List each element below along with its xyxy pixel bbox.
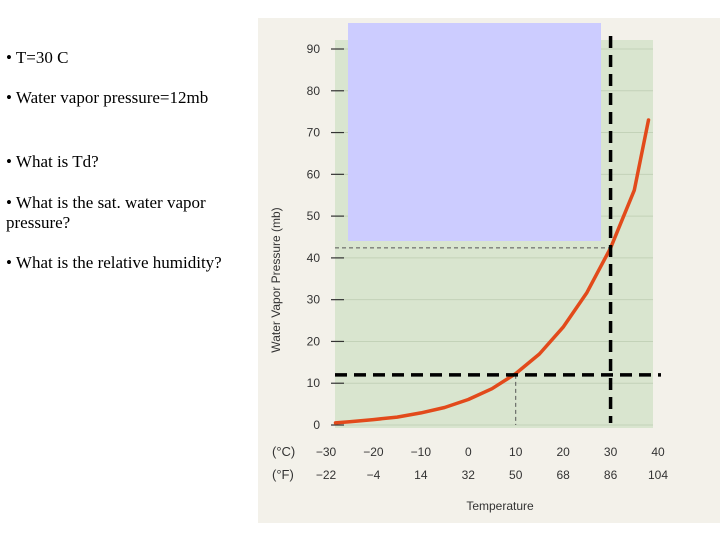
x-tick-label-celsius: −30: [316, 445, 337, 459]
y-tick-label: 10: [307, 376, 321, 390]
x-tick-label-celsius: 20: [556, 445, 570, 459]
bullet-vapor-pressure: • Water vapor pressure=12mb: [6, 88, 209, 107]
x-tick-label-fahrenheit: 50: [509, 468, 523, 482]
y-axis-label: Water Vapor Pressure (mb): [269, 207, 283, 352]
y-tick-label: 80: [307, 84, 321, 98]
x-tick-label-celsius: 0: [465, 445, 472, 459]
x-tick-label-fahrenheit: 32: [462, 468, 476, 482]
celsius-unit-label: (°C): [272, 444, 295, 459]
x-tick-label-celsius: −20: [363, 445, 384, 459]
bullet-saturation-question: • What is the sat. water vapor pressure?: [6, 193, 206, 232]
y-tick-label: 40: [307, 251, 321, 265]
chart-figure: 0 10 20 30 40 50 60 70 80 90 −30 −22 −20 −4 −10 14 0 32 1…: [258, 18, 720, 523]
x-tick-label-fahrenheit: −4: [367, 468, 381, 482]
y-ticks: 0 10 20 30 40 50 60 70 80 90: [307, 42, 344, 432]
x-tick-label-celsius: −10: [411, 445, 432, 459]
x-tick-label-fahrenheit: 104: [648, 468, 668, 482]
y-tick-label: 20: [307, 334, 321, 348]
x-tick-label-fahrenheit: −22: [316, 468, 337, 482]
guide-lines: [335, 36, 661, 425]
y-tick-label: 50: [307, 209, 321, 223]
answer-cover-box: [348, 23, 601, 241]
saturation-vapor-pressure-curve: [333, 118, 651, 425]
y-tick-label: 70: [307, 126, 321, 140]
bullet-dewpoint-question: • What is Td?: [6, 152, 99, 171]
x-axis-label: Temperature: [466, 499, 534, 513]
x-tick-label-celsius: 10: [509, 445, 523, 459]
x-tick-label-fahrenheit: 14: [414, 468, 428, 482]
x-ticks: −30 −22 −20 −4 −10 14 0 32 10 50 20 68 30 86 40 104: [316, 445, 669, 482]
y-tick-label: 30: [307, 293, 321, 307]
y-tick-label: 0: [313, 418, 320, 432]
y-tick-label: 90: [307, 42, 321, 56]
x-tick-label-fahrenheit: 68: [556, 468, 570, 482]
x-tick-label-fahrenheit: 86: [604, 468, 618, 482]
bullet-temperature: • T=30 C: [6, 48, 69, 67]
fahrenheit-unit-label: (°F): [272, 467, 294, 482]
y-tick-label: 60: [307, 167, 321, 181]
series-layer: [333, 118, 651, 425]
bullet-rh-question: • What is the relative humidity?: [6, 253, 222, 272]
vapor-pressure-chart: 0 10 20 30 40 50 60 70 80 90 −30 −22 −20 −4 −10 14 0 32 1…: [258, 18, 720, 523]
x-tick-label-celsius: 30: [604, 445, 618, 459]
x-tick-label-celsius: 40: [651, 445, 665, 459]
